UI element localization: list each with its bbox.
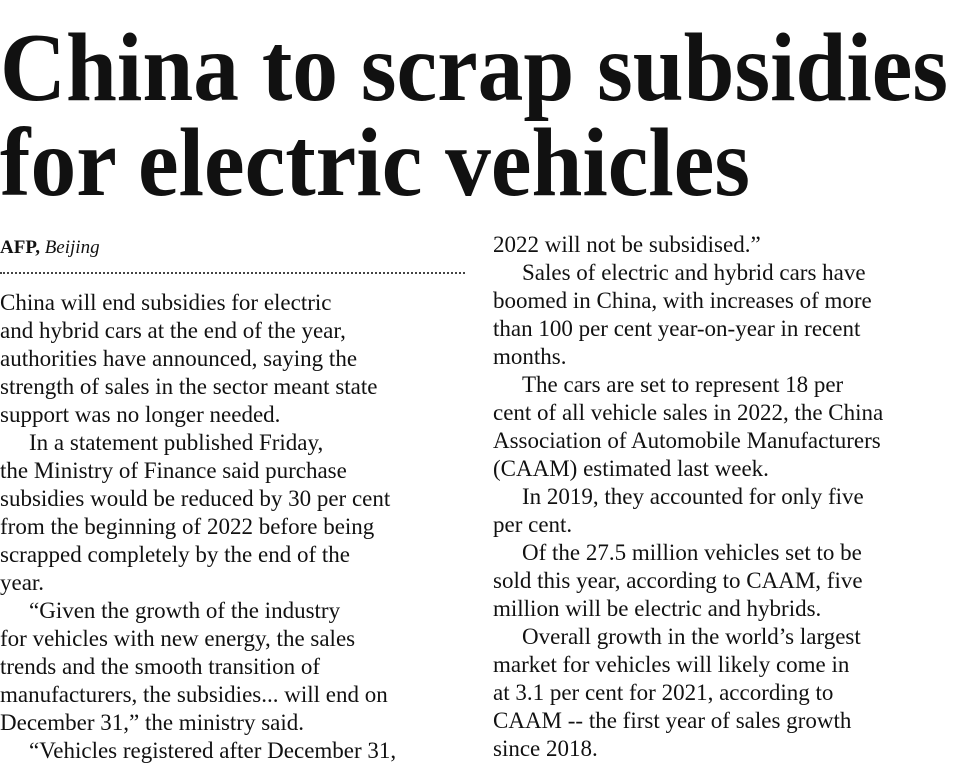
- text-line: from the beginning of 2022 before being: [0, 514, 375, 539]
- text-line: In a statement published Friday,: [29, 430, 324, 455]
- text-line: boomed in China, with increases of more: [493, 288, 872, 313]
- text-line: per cent.: [493, 512, 573, 537]
- text-line: Overall growth in the world’s largest: [522, 624, 861, 649]
- text-line: and hybrid cars at the end of the year,: [0, 318, 346, 343]
- text-line: sold this year, according to CAAM, five: [493, 568, 863, 593]
- text-line: “Vehicles registered after December 31,: [29, 738, 397, 763]
- place: Beijing: [44, 237, 100, 258]
- text-line: at 3.1 per cent for 2021, according to: [493, 680, 834, 705]
- agency: AFP,: [0, 237, 40, 258]
- text-line: year.: [0, 570, 45, 595]
- headline-line: China to scrap subsidies: [0, 14, 948, 122]
- text-line: trends and the smooth transition of: [0, 654, 321, 679]
- text-line: authorities have announced, saying the: [0, 346, 358, 371]
- text-line: since 2018.: [493, 736, 598, 761]
- headline-line: for electric vehicles: [0, 109, 750, 215]
- text-line: 2022 will not be subsidised.”: [493, 232, 761, 257]
- text-line: Sales of electric and hybrid cars have: [522, 260, 866, 285]
- byline: AFP, Beijing: [0, 237, 100, 259]
- text-line: “Given the growth of the industry: [29, 598, 341, 623]
- text-line: cent of all vehicle sales in 2022, the C…: [493, 400, 884, 425]
- text-line: The cars are set to represent 18 per: [522, 372, 844, 397]
- text-line: Association of Automobile Manufacturers: [493, 428, 881, 453]
- text-line: market for vehicles will likely come in: [493, 652, 850, 677]
- text-line: the Ministry of Finance said purchase: [0, 458, 347, 483]
- text-line: Of the 27.5 million vehicles set to be: [522, 540, 862, 565]
- text-line: million will be electric and hybrids.: [493, 596, 822, 621]
- text-line: manufacturers, the subsidies... will end…: [0, 682, 388, 707]
- text-line: December 31,” the ministry said.: [0, 710, 305, 735]
- text-line: than 100 per cent year-on-year in recent: [493, 316, 861, 341]
- headline: China to scrap subsidies for electric ve…: [0, 14, 948, 215]
- text-line: (CAAM) estimated last week.: [493, 456, 769, 481]
- text-line: scrapped completely by the end of the: [0, 542, 350, 567]
- text-line: months.: [493, 344, 567, 369]
- text-line: China will end subsidies for electric: [0, 290, 332, 315]
- text-line: CAAM -- the first year of sales growth: [493, 708, 852, 733]
- text-line: In 2019, they accounted for only five: [522, 484, 864, 509]
- text-line: strength of sales in the sector meant st…: [0, 374, 378, 399]
- text-line: subsidies would be reduced by 30 per cen…: [0, 486, 391, 511]
- text-line: support was no longer needed.: [0, 402, 281, 427]
- dotted-rule: [0, 272, 465, 274]
- text-line: for vehicles with new energy, the sales: [0, 626, 356, 651]
